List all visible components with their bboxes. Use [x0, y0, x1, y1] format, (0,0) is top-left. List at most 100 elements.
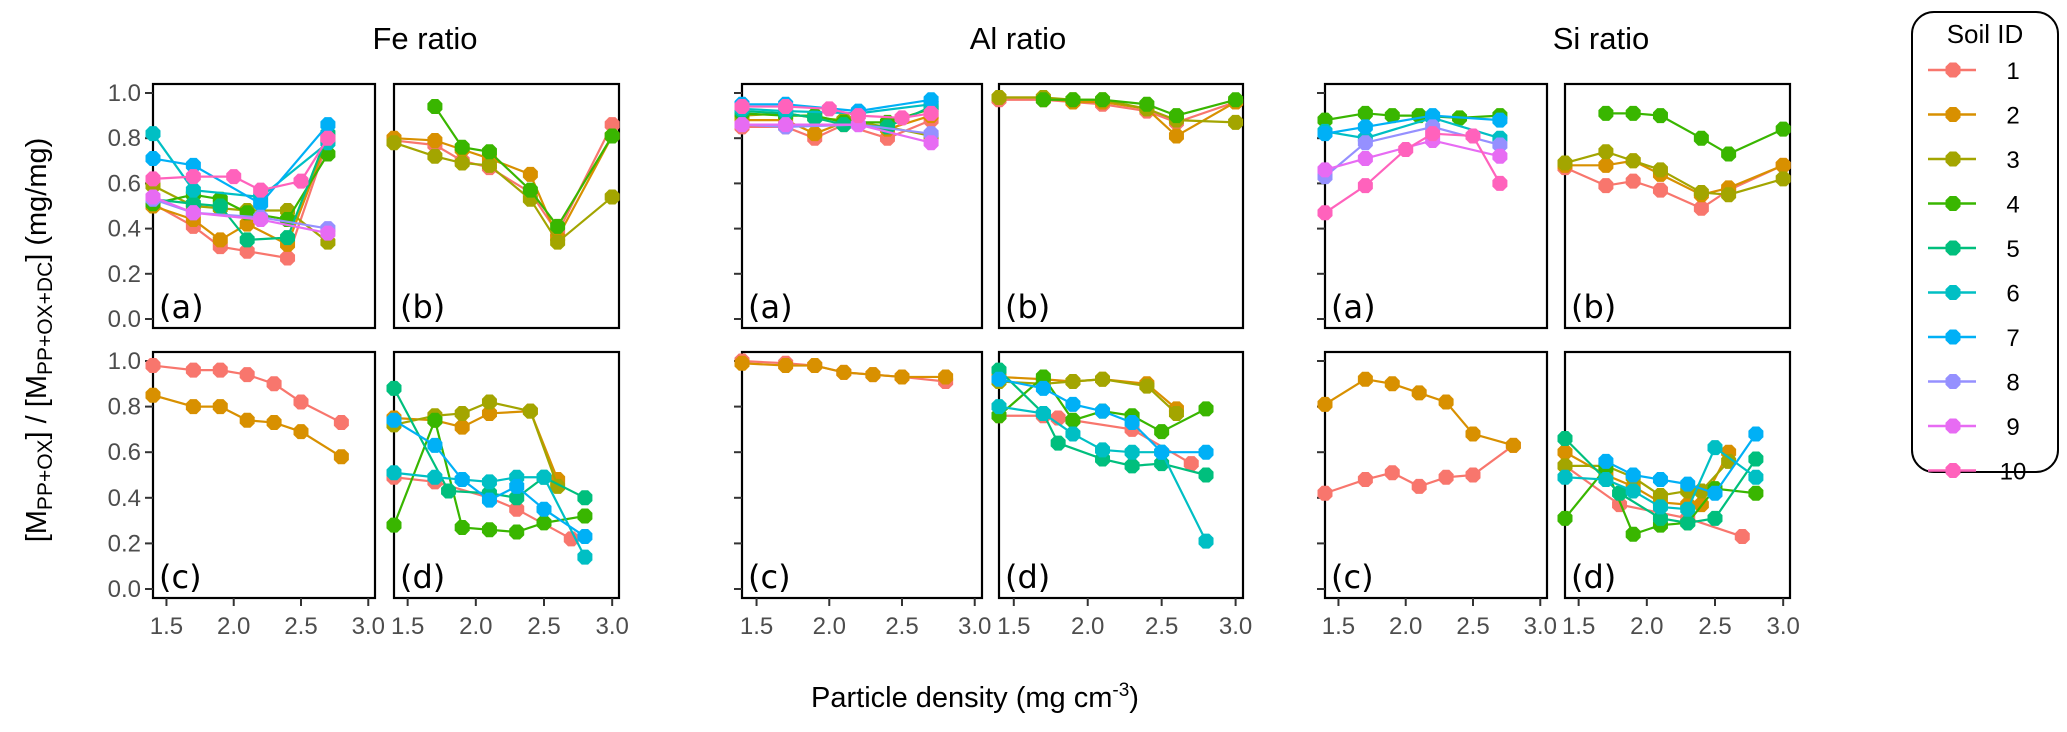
x-tick-label: 2.5	[284, 613, 317, 640]
data-point	[1198, 401, 1214, 417]
data-point	[1748, 451, 1764, 467]
data-point	[1652, 162, 1668, 178]
legend-item-7: 7	[1928, 325, 2020, 352]
data-point	[1357, 151, 1373, 167]
x-tick-label: 3.0	[1219, 613, 1252, 640]
x-tick-label: 1.5	[1322, 613, 1355, 640]
data-point	[145, 171, 161, 187]
data-point	[1065, 92, 1081, 108]
data-point	[481, 394, 497, 410]
data-point	[509, 501, 525, 517]
data-point	[1492, 112, 1508, 128]
x-tick-label: 3.0	[958, 613, 991, 640]
data-point	[212, 399, 228, 415]
legend-item-3: 3	[1928, 147, 2020, 174]
panel-tag: (b)	[1571, 288, 1616, 326]
data-point	[145, 387, 161, 403]
panel-frame	[392, 82, 621, 330]
panel-tag: (d)	[1005, 558, 1050, 596]
data-point	[1183, 456, 1199, 472]
legend-marker	[1945, 463, 1961, 478]
data-point	[1124, 444, 1140, 460]
series-soil-7	[1317, 108, 1508, 142]
x-tick-label: 2.5	[1145, 613, 1178, 640]
data-point	[1425, 108, 1441, 124]
legend-label: 6	[2006, 281, 2019, 308]
data-point	[836, 364, 852, 380]
legend-marker	[1945, 107, 1961, 122]
panel-tag: (a)	[159, 288, 204, 326]
x-tick-label: 2.0	[1389, 613, 1422, 640]
data-point	[923, 105, 939, 121]
legend-label: 8	[2006, 370, 2019, 397]
data-point	[1652, 108, 1668, 124]
data-point	[386, 380, 402, 396]
x-tick-label: 3.0	[1766, 613, 1799, 640]
x-tick-label: 2.5	[885, 613, 918, 640]
data-point	[536, 515, 552, 531]
data-point	[1465, 128, 1481, 144]
data-point	[938, 369, 954, 385]
data-point	[481, 522, 497, 538]
x-axis-title-close: )	[1129, 682, 1139, 714]
data-point	[454, 472, 470, 488]
data-point	[1357, 105, 1373, 121]
legend-item-5: 5	[1928, 236, 2020, 263]
data-point	[923, 135, 939, 151]
y-tick-label: 0.0	[108, 576, 141, 603]
data-point	[1438, 469, 1454, 485]
y-tick-label: 0.8	[108, 394, 141, 421]
data-point	[293, 424, 309, 440]
y-axis-title-sub1: PP+OX	[34, 439, 57, 510]
series-soil-2	[1317, 371, 1521, 453]
x-tick-label: 2.5	[527, 613, 560, 640]
data-point	[1652, 472, 1668, 488]
series-line	[433, 105, 614, 229]
data-point	[333, 415, 349, 431]
data-point	[1384, 108, 1400, 124]
data-point	[145, 358, 161, 374]
legend-items: 1 2 3 4 5 6 7 8 9 10	[1928, 58, 2026, 486]
x-tick-label: 2.0	[1071, 613, 1104, 640]
data-point	[1721, 146, 1737, 162]
data-point	[1680, 515, 1696, 531]
data-point	[1317, 126, 1333, 142]
y-tick-label: 0.2	[108, 530, 141, 557]
data-point	[778, 117, 794, 133]
data-point	[427, 148, 443, 164]
data-point	[1707, 485, 1723, 501]
data-point	[266, 376, 282, 392]
legend-marker	[1945, 62, 1961, 78]
legend-label: 1	[2006, 58, 2019, 85]
data-point	[1035, 405, 1051, 421]
data-point	[1398, 142, 1414, 157]
data-point	[1652, 182, 1668, 198]
series-soil-4	[427, 99, 620, 234]
y-axis-title-open: [M	[21, 510, 53, 542]
data-point	[1198, 444, 1214, 460]
data-point	[991, 90, 1007, 106]
panel-frame	[740, 350, 984, 600]
legend-item-10: 10	[1928, 459, 2026, 486]
data-point	[212, 362, 228, 378]
data-point	[865, 367, 881, 383]
data-point	[1598, 453, 1614, 469]
series-soil-1	[145, 358, 349, 431]
data-point	[454, 155, 470, 171]
data-point	[427, 469, 443, 485]
data-point	[821, 101, 837, 117]
series-soil-10	[1317, 126, 1508, 221]
data-point	[807, 110, 823, 126]
data-point	[778, 358, 794, 374]
data-point	[734, 117, 750, 133]
y-tick-label: 1.0	[108, 348, 141, 375]
data-point	[185, 362, 201, 378]
data-point	[320, 117, 336, 133]
panel-si-c: 1.5 2.0 2.5 3.0 (c)	[1317, 350, 1557, 640]
data-point	[1748, 469, 1764, 485]
data-point	[1598, 144, 1614, 160]
data-point	[1124, 458, 1140, 474]
data-point	[1557, 155, 1573, 171]
data-point	[1748, 426, 1764, 442]
